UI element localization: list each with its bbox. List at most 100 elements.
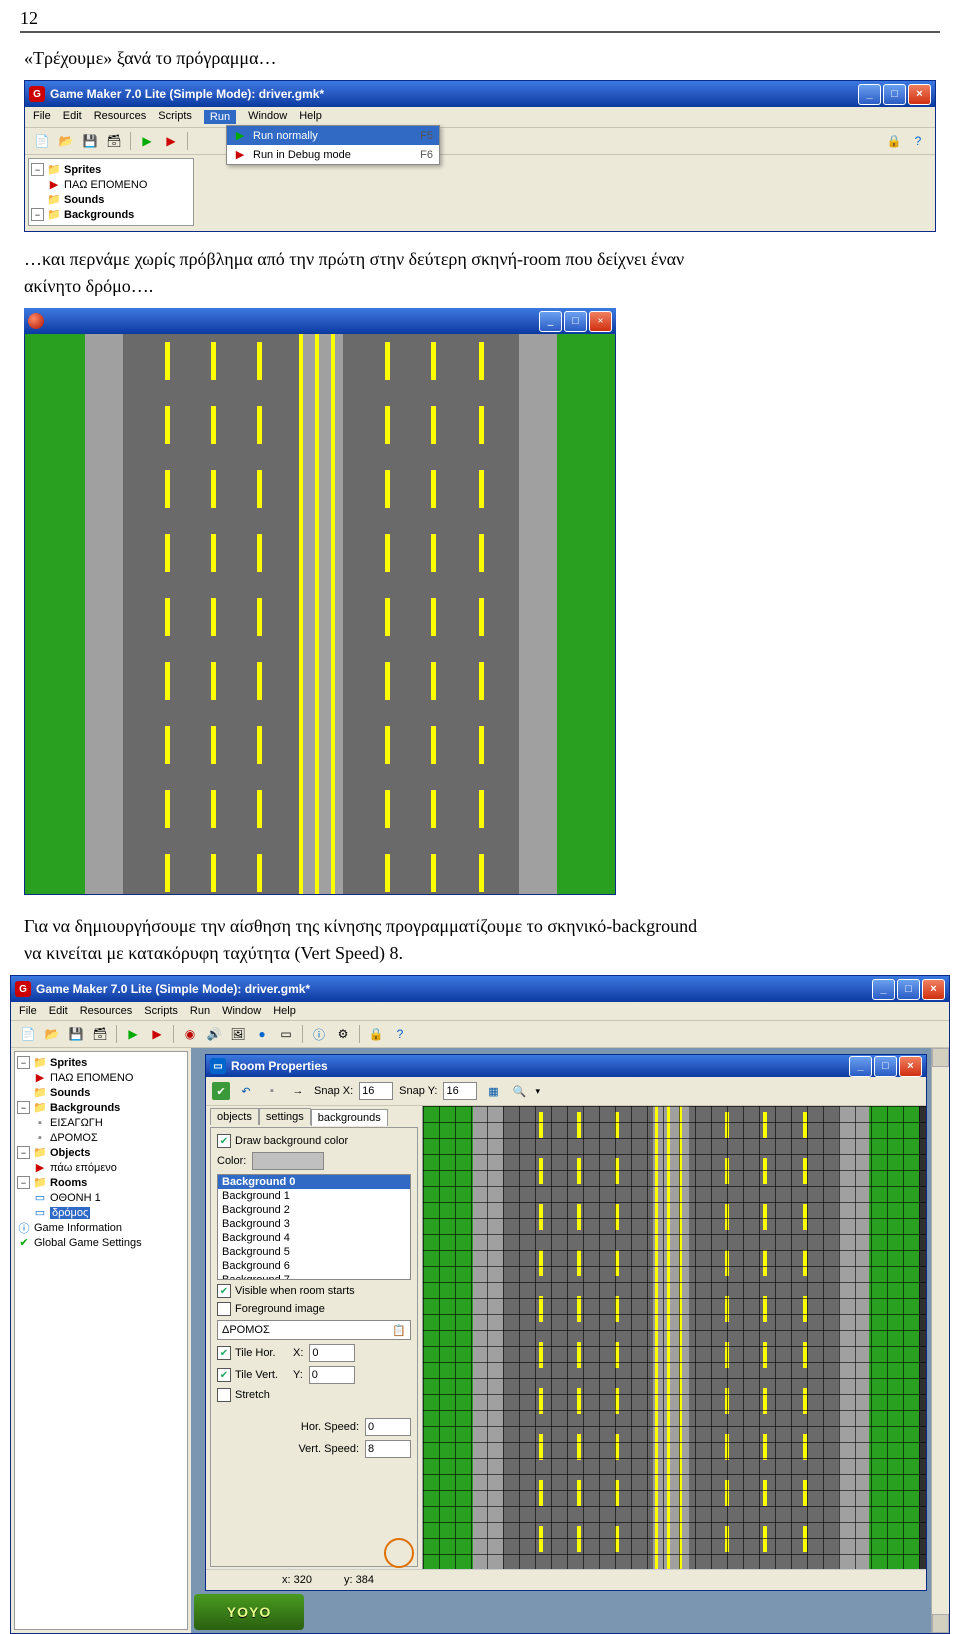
info-icon[interactable]: ⓘ [308, 1024, 330, 1044]
menu-help[interactable]: Help [273, 1005, 296, 1017]
orb-icon[interactable]: ● [251, 1024, 273, 1044]
bg-list-item[interactable]: Background 1 [218, 1189, 410, 1203]
run-normally-item[interactable]: ▶ Run normally F5 [227, 126, 439, 145]
close-button[interactable]: × [922, 979, 945, 1000]
vertspeed-input[interactable] [365, 1440, 411, 1458]
tree-globalsettings[interactable]: ✔Global Game Settings [17, 1235, 185, 1250]
new-icon[interactable]: 📄 [31, 131, 53, 151]
bg-list-item[interactable]: Background 0 [218, 1175, 410, 1189]
open-icon[interactable]: 📂 [41, 1024, 63, 1044]
menu-scripts[interactable]: Scripts [158, 110, 192, 124]
workarea-scrollbar[interactable] [931, 1048, 949, 1633]
image-icon[interactable]: 🖼 [227, 1024, 249, 1044]
bg-list-item[interactable]: Background 2 [218, 1203, 410, 1217]
run-debug-item[interactable]: ▶ Run in Debug mode F6 [227, 145, 439, 164]
tilehor-checkbox[interactable]: ✔Tile Hor. [217, 1346, 287, 1360]
lock-icon[interactable]: 🔒 [883, 131, 905, 151]
tree-bg2[interactable]: ▪ΔΡΟΜΟΣ [17, 1130, 185, 1145]
tree-room1[interactable]: ▭ΟΘΟΝΗ 1 [17, 1190, 185, 1205]
menu-edit[interactable]: Edit [49, 1005, 68, 1017]
menu-help[interactable]: Help [299, 110, 322, 124]
menu-file[interactable]: File [19, 1005, 37, 1017]
x-input[interactable] [309, 1344, 355, 1362]
minimize-button[interactable]: _ [872, 979, 895, 1000]
tree-sprite-item[interactable]: ▶ΠΑΩ ΕΠΟΜΕΝΟ [31, 177, 191, 192]
debug-icon[interactable]: ▶ [146, 1024, 168, 1044]
room-icon[interactable]: ▭ [275, 1024, 297, 1044]
confirm-button[interactable]: ✔ [212, 1082, 230, 1100]
tree-sounds[interactable]: −📁Sounds [17, 1085, 185, 1100]
tree-backgrounds[interactable]: −📁Backgrounds [31, 207, 191, 222]
bg-list-item[interactable]: Background 6 [218, 1259, 410, 1273]
close-button[interactable]: × [589, 311, 612, 332]
y-input[interactable] [309, 1366, 355, 1384]
lock-icon[interactable]: 🔒 [365, 1024, 387, 1044]
tree-obj1[interactable]: ▶πάω επόμενο [17, 1160, 185, 1175]
export-icon[interactable]: 🗃 [103, 131, 125, 151]
snapy-input[interactable] [443, 1082, 477, 1100]
tree-sprite-item[interactable]: ▶ΠΑΩ ΕΠΟΜΕΝΟ [17, 1070, 185, 1085]
tree-bg1[interactable]: ▪ΕΙΣΑΓΩΓΗ [17, 1115, 185, 1130]
tree-rooms[interactable]: −📁Rooms [17, 1175, 185, 1190]
maximize-button[interactable]: □ [883, 84, 906, 105]
tab-objects[interactable]: objects [210, 1108, 259, 1125]
grid-icon[interactable]: ▦ [483, 1081, 503, 1101]
save-icon[interactable]: 💾 [65, 1024, 87, 1044]
maximize-button[interactable]: □ [874, 1056, 897, 1077]
tree-objects[interactable]: −📁Objects [17, 1145, 185, 1160]
maximize-button[interactable]: □ [564, 311, 587, 332]
menu-window[interactable]: Window [222, 1005, 261, 1017]
undo-icon[interactable]: ↶ [236, 1081, 256, 1101]
menu-run[interactable]: Run [190, 1005, 210, 1017]
foreground-checkbox[interactable]: Foreground image [217, 1302, 411, 1316]
menu-file[interactable]: File [33, 110, 51, 124]
export-icon[interactable]: 🗃 [89, 1024, 111, 1044]
room-canvas[interactable] [422, 1106, 926, 1569]
menu-edit[interactable]: Edit [63, 110, 82, 124]
help-icon[interactable]: ? [389, 1024, 411, 1044]
run-icon[interactable]: ▶ [122, 1024, 144, 1044]
settings-icon[interactable]: ⚙ [332, 1024, 354, 1044]
menu-resources[interactable]: Resources [80, 1005, 133, 1017]
tree-sprites[interactable]: −📁Sprites [17, 1055, 185, 1070]
color-swatch[interactable] [252, 1152, 324, 1170]
layer-icon[interactable]: ▪ [262, 1081, 282, 1101]
menu-run[interactable]: Run [204, 110, 236, 124]
menu-resources[interactable]: Resources [94, 110, 147, 124]
bg-selector[interactable]: ΔΡΟΜΟΣ📋 [217, 1320, 411, 1340]
bg-list-item[interactable]: Background 4 [218, 1231, 410, 1245]
bg-list-item[interactable]: Background 7 [218, 1273, 410, 1280]
tree-sounds[interactable]: −📁Sounds [31, 192, 191, 207]
snapx-input[interactable] [359, 1082, 393, 1100]
menu-scripts[interactable]: Scripts [144, 1005, 178, 1017]
bg-list-item[interactable]: Background 3 [218, 1217, 410, 1231]
background-list[interactable]: Background 0Background 1Background 2Back… [217, 1174, 411, 1280]
run-icon[interactable]: ▶ [136, 131, 158, 151]
horspeed-input[interactable] [365, 1418, 411, 1436]
tree-gameinfo[interactable]: ⓘGame Information [17, 1220, 185, 1235]
minimize-button[interactable]: _ [849, 1056, 872, 1077]
tab-settings[interactable]: settings [259, 1108, 311, 1125]
minimize-button[interactable]: _ [858, 84, 881, 105]
close-button[interactable]: × [899, 1056, 922, 1077]
arrow-icon[interactable]: → [288, 1081, 308, 1101]
tree-sprites[interactable]: −📁Sprites [31, 162, 191, 177]
maximize-button[interactable]: □ [897, 979, 920, 1000]
debug-icon[interactable]: ▶ [160, 131, 182, 151]
tree-room2[interactable]: ▭δρόμος [17, 1205, 185, 1220]
bg-list-item[interactable]: Background 5 [218, 1245, 410, 1259]
open-icon[interactable]: 📂 [55, 131, 77, 151]
tree-backgrounds[interactable]: −📁Backgrounds [17, 1100, 185, 1115]
help-icon[interactable]: ? [907, 131, 929, 151]
sound-icon[interactable]: 🔊 [203, 1024, 225, 1044]
menu-window[interactable]: Window [248, 110, 287, 124]
tab-backgrounds[interactable]: backgrounds [311, 1109, 388, 1126]
close-button[interactable]: × [908, 84, 931, 105]
tilevert-checkbox[interactable]: ✔Tile Vert. [217, 1368, 287, 1382]
visible-checkbox[interactable]: ✔Visible when room starts [217, 1284, 411, 1298]
save-icon[interactable]: 💾 [79, 131, 101, 151]
stretch-checkbox[interactable]: Stretch [217, 1388, 411, 1402]
zoom-icon[interactable]: 🔍 [509, 1081, 529, 1101]
minimize-button[interactable]: _ [539, 311, 562, 332]
drawbg-checkbox[interactable]: ✔Draw background color [217, 1134, 411, 1148]
